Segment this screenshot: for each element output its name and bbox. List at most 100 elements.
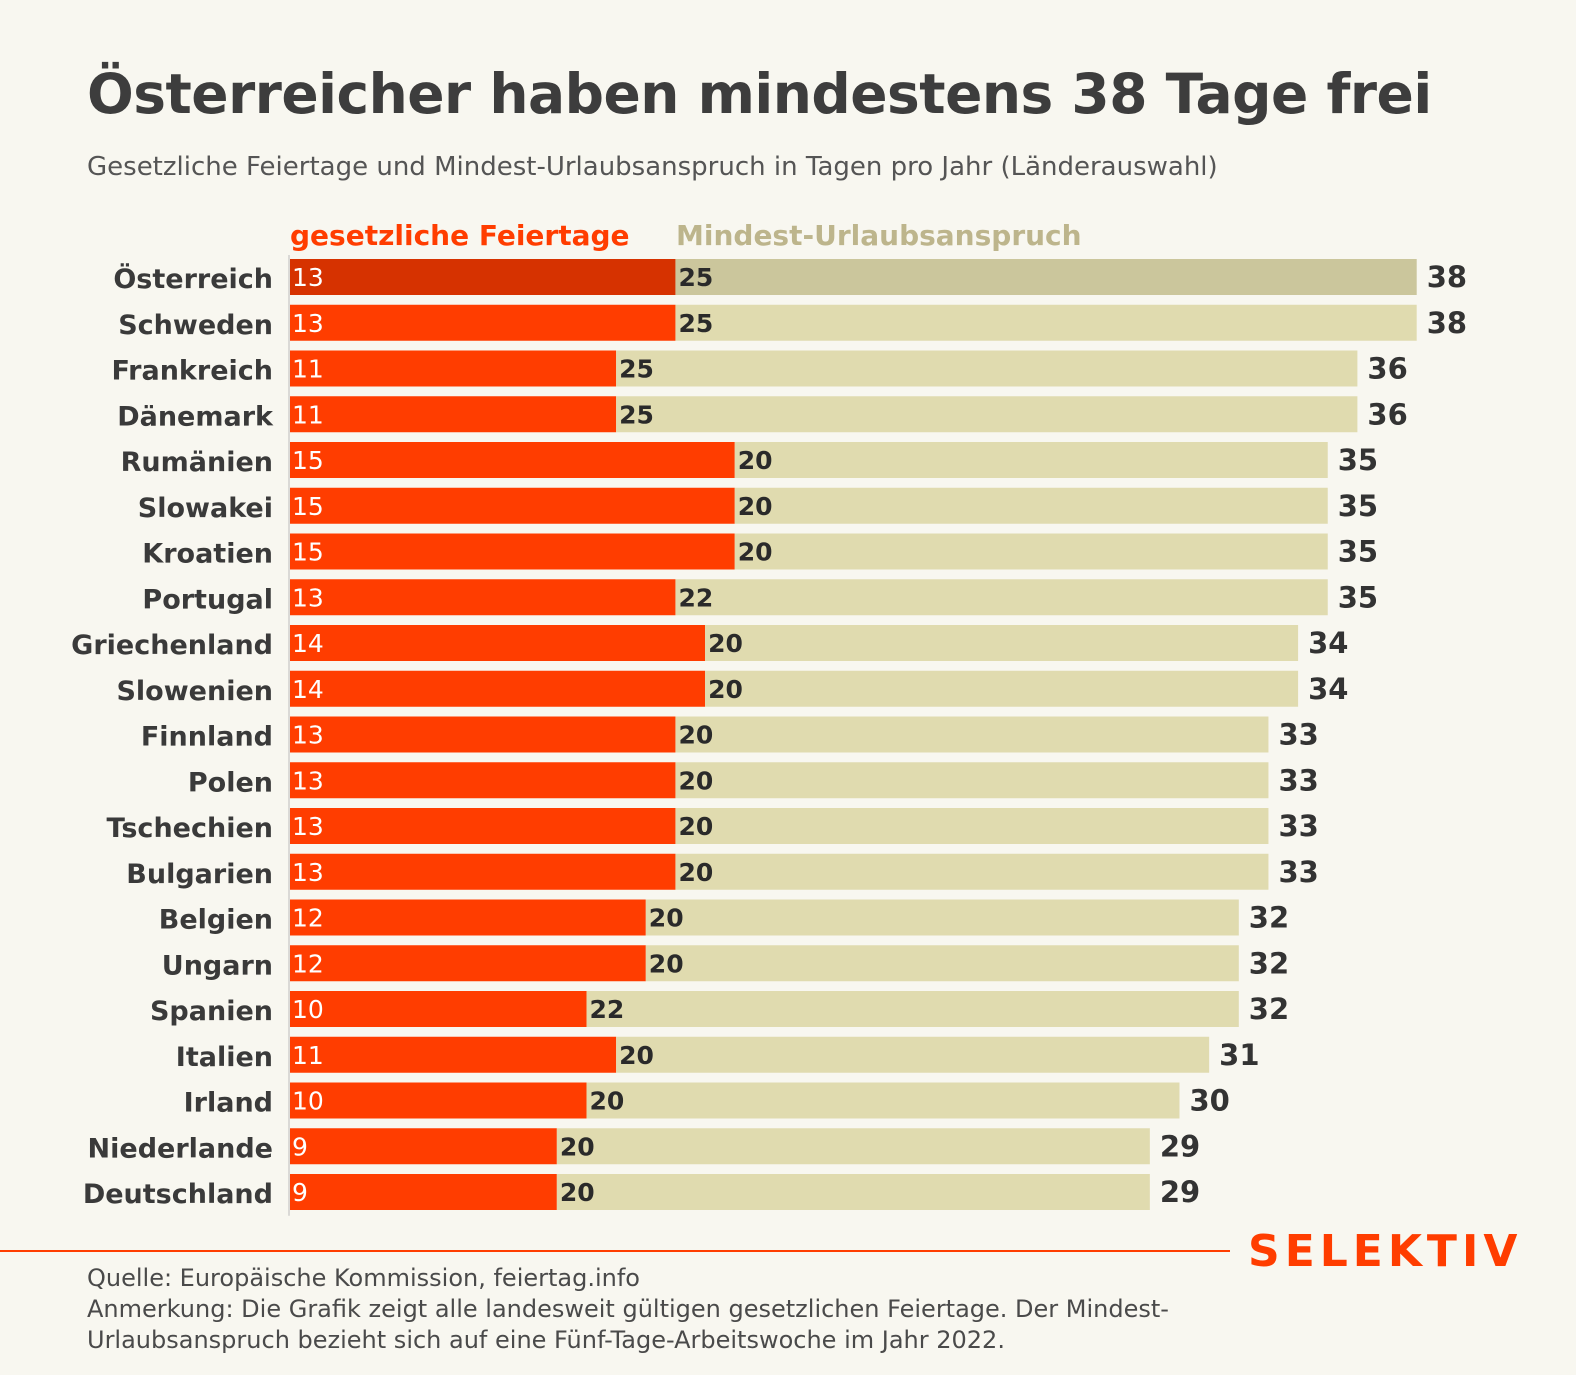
bar-holidays [290, 396, 617, 433]
bar-holidays [290, 899, 646, 936]
bar-vacation [675, 808, 1269, 844]
label-total: 36 [1367, 352, 1407, 386]
bar-vacation [675, 716, 1269, 753]
bar-holidays [290, 1174, 557, 1210]
category-label: Italien [176, 1042, 273, 1073]
label-vacation: 20 [708, 675, 743, 704]
label-total: 35 [1338, 535, 1378, 569]
stacked-bar-chart: gesetzliche Feiertage Mindest-Urlaubsansp… [71, 219, 1467, 1216]
label-total: 31 [1219, 1038, 1259, 1072]
label-holidays: 13 [292, 766, 324, 795]
label-vacation: 22 [590, 995, 625, 1024]
label-holidays: 13 [292, 812, 324, 841]
bar-vacation [586, 1082, 1180, 1119]
bar-holidays [290, 487, 735, 524]
footer-notes: Quelle: Europäische Kommission, feiertag… [87, 1263, 1169, 1356]
bar-holidays [290, 853, 676, 890]
bar-holidays [290, 716, 676, 753]
label-vacation: 20 [678, 812, 713, 841]
category-label: Slowakei [138, 493, 273, 524]
bar-vacation [616, 1036, 1210, 1073]
bar-holidays [290, 350, 617, 387]
bar-holidays [290, 259, 676, 295]
category-label: Polen [188, 767, 273, 798]
bar-holidays [290, 670, 706, 707]
bar-holidays [290, 1128, 557, 1165]
label-vacation: 20 [590, 1087, 625, 1116]
label-vacation: 25 [619, 355, 654, 384]
bar-holidays [290, 808, 676, 844]
label-total: 35 [1338, 580, 1378, 614]
label-total: 38 [1427, 306, 1467, 340]
label-vacation: 20 [560, 1178, 595, 1207]
bar-vacation [675, 304, 1417, 341]
label-vacation: 20 [738, 446, 773, 475]
category-label: Bulgarien [126, 859, 273, 890]
bar-holidays [290, 945, 646, 982]
label-vacation: 20 [619, 1041, 654, 1070]
label-vacation: 25 [678, 263, 713, 292]
legend-holidays: gesetzliche Feiertage [290, 219, 630, 252]
label-vacation: 25 [619, 400, 654, 429]
label-holidays: 12 [292, 949, 324, 978]
label-vacation: 20 [738, 492, 773, 521]
category-label: Rumänien [121, 447, 273, 478]
label-total: 32 [1249, 901, 1289, 935]
label-total: 35 [1338, 443, 1378, 477]
bar-vacation [616, 350, 1358, 387]
label-holidays: 10 [292, 995, 324, 1024]
label-holidays: 13 [292, 858, 324, 887]
label-holidays: 11 [292, 355, 324, 384]
category-label: Schweden [118, 310, 273, 341]
bar-vacation [675, 853, 1269, 890]
label-total: 34 [1308, 626, 1348, 660]
category-label: Kroatien [142, 539, 273, 570]
label-total: 35 [1338, 489, 1378, 523]
remark-line-2: Urlaubsanspruch bezieht sich auf eine Fü… [87, 1326, 1005, 1354]
source-note: Quelle: Europäische Kommission, feiertag… [87, 1264, 640, 1292]
label-holidays: 12 [292, 904, 324, 933]
bar-vacation [645, 945, 1239, 982]
bar-vacation [675, 579, 1328, 616]
label-holidays: 15 [292, 446, 324, 475]
footer-divider [0, 1250, 1230, 1252]
label-holidays: 13 [292, 309, 324, 338]
label-vacation: 20 [678, 721, 713, 750]
bar-vacation [586, 991, 1239, 1027]
bar-vacation [556, 1128, 1150, 1165]
category-label: Slowenien [116, 676, 273, 707]
label-vacation: 20 [738, 538, 773, 567]
category-label: Dänemark [117, 401, 274, 432]
bar-holidays [290, 762, 676, 799]
label-vacation: 20 [560, 1132, 595, 1161]
category-label: Österreich [113, 262, 273, 295]
label-holidays: 13 [292, 263, 324, 292]
label-total: 33 [1278, 763, 1318, 797]
category-label: Belgien [159, 905, 273, 936]
bar-vacation [616, 396, 1358, 433]
label-vacation: 20 [708, 629, 743, 658]
label-holidays: 9 [292, 1132, 308, 1161]
label-total: 29 [1160, 1129, 1200, 1163]
label-total: 33 [1278, 809, 1318, 843]
category-label: Spanien [150, 996, 273, 1027]
category-label: Portugal [142, 584, 273, 615]
bar-vacation [675, 762, 1269, 799]
bar-vacation [734, 442, 1328, 478]
category-label: Finnland [141, 722, 273, 753]
label-holidays: 11 [292, 400, 324, 429]
label-holidays: 13 [292, 583, 324, 612]
bar-holidays [290, 304, 676, 341]
category-label: Tschechien [107, 813, 273, 844]
label-holidays: 15 [292, 538, 324, 567]
category-label: Ungarn [162, 950, 273, 981]
label-vacation: 25 [678, 309, 713, 338]
chart-title: Österreicher haben mindestens 38 Tage fr… [87, 62, 1432, 126]
bar-vacation [734, 533, 1328, 570]
bar-vacation [734, 487, 1328, 524]
label-holidays: 10 [292, 1087, 324, 1116]
category-label: Griechenland [71, 630, 273, 661]
label-total: 32 [1249, 946, 1289, 980]
bar-vacation [705, 670, 1299, 707]
label-total: 29 [1160, 1175, 1200, 1209]
